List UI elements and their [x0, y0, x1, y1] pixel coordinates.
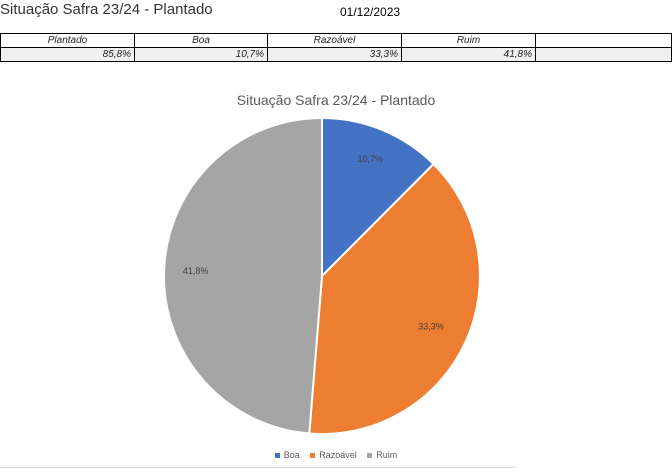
legend-item-ruim[interactable]: Ruim	[367, 450, 397, 460]
summary-header-row: Plantado Boa Razoável Ruim	[0, 33, 672, 48]
summary-table: Plantado Boa Razoável Ruim 85,8% 10,7% 3…	[0, 33, 672, 62]
pie-slice-boa[interactable]	[321, 116, 435, 279]
header-cell-razoavel[interactable]: Razoável	[267, 33, 402, 48]
legend-item-boa[interactable]: Boa	[274, 450, 300, 460]
report-date: 01/12/2023	[340, 5, 401, 19]
legend-swatch-razoavel	[310, 453, 316, 459]
value-cell-boa[interactable]: 10,7%	[134, 47, 268, 62]
chart-title: Situação Safra 23/24 - Plantado	[236, 92, 436, 108]
chart-legend: Boa Razoável Ruim	[0, 450, 672, 460]
pie-slice-ruim[interactable]	[163, 116, 323, 435]
data-label-razoavel: 33,3%	[418, 321, 444, 331]
data-label-ruim: 41,8%	[183, 266, 209, 276]
pie-slice-razoavel[interactable]	[308, 162, 481, 435]
legend-swatch-boa	[274, 453, 280, 459]
header-cell-ruim[interactable]: Ruim	[401, 33, 536, 48]
value-cell-ruim[interactable]: 41,8%	[401, 47, 536, 62]
header-cell-empty[interactable]	[535, 33, 672, 48]
value-cell-plantado[interactable]: 85,8%	[0, 47, 135, 62]
legend-label-ruim: Ruim	[376, 450, 398, 460]
sheet-title: Situação Safra 23/24 - Plantado	[0, 1, 213, 18]
bottom-divider	[0, 467, 516, 468]
legend-swatch-ruim	[367, 453, 373, 459]
value-cell-razoavel[interactable]: 33,3%	[267, 47, 402, 62]
legend-item-razoavel[interactable]: Razoável	[310, 450, 357, 460]
value-cell-empty[interactable]	[535, 47, 672, 62]
summary-value-row: 85,8% 10,7% 33,3% 41,8%	[0, 47, 672, 62]
data-label-boa: 10,7%	[357, 154, 383, 164]
legend-label-razoavel: Razoável	[319, 450, 357, 460]
header-cell-plantado[interactable]: Plantado	[0, 33, 135, 48]
legend-label-boa: Boa	[283, 450, 300, 460]
header-cell-boa[interactable]: Boa	[134, 33, 268, 48]
